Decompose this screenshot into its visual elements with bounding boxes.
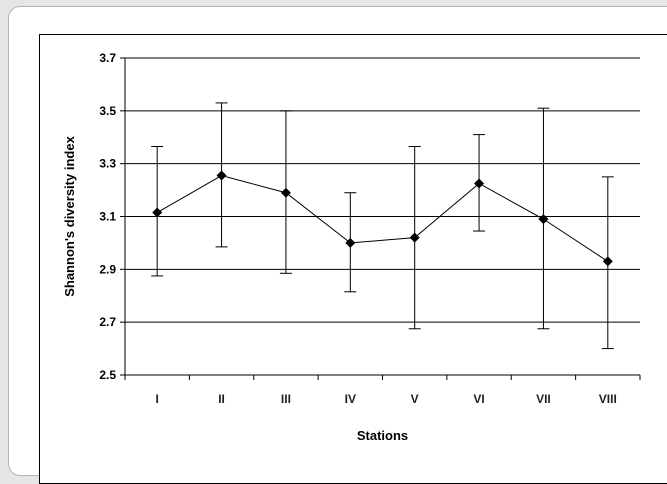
y-tick-label: 2.5 [99,368,116,382]
x-tick-label: I [156,392,159,406]
y-tick-label: 3.7 [99,51,116,65]
x-tick-label: VII [536,392,551,406]
data-point [280,187,291,198]
y-tick-label: 3.5 [99,104,116,118]
chart-frame [8,6,667,484]
x-tick-label: VI [473,392,484,406]
data-point [602,256,613,267]
x-axis-title: Stations [357,428,408,443]
x-tick-label: III [281,392,291,406]
series-line [156,175,609,262]
y-tick-label: 3.1 [99,210,116,224]
data-point [345,237,356,248]
chart-svg: 2.52.72.93.13.33.53.7 I II III IV V VI VII VIII… [62,51,641,443]
x-tick-label: VIII [599,392,617,406]
data-points [152,170,613,267]
y-axis-title: Shannon's diversity index [62,135,77,296]
data-point [152,207,163,218]
y-tick-label: 3.3 [99,157,116,171]
x-tick-label: II [218,392,225,406]
data-point [538,214,549,225]
data-point [216,170,227,181]
x-tick-label: V [411,392,419,406]
error-bars [151,102,614,350]
y-tick-label: 2.7 [99,315,116,329]
y-tick-label: 2.9 [99,262,116,276]
series-line-path [156,175,609,262]
data-point [409,232,420,243]
gridlines [125,57,640,323]
chart-area [39,34,667,484]
x-tick-label: IV [345,392,356,406]
y-tick-labels: 2.5 2.7 2.9 3.1 3.3 3.5 3.7 [99,51,116,382]
axes [120,57,641,380]
data-point [474,178,485,189]
x-tick-labels: I II III IV V VI VII VIII [156,392,617,406]
